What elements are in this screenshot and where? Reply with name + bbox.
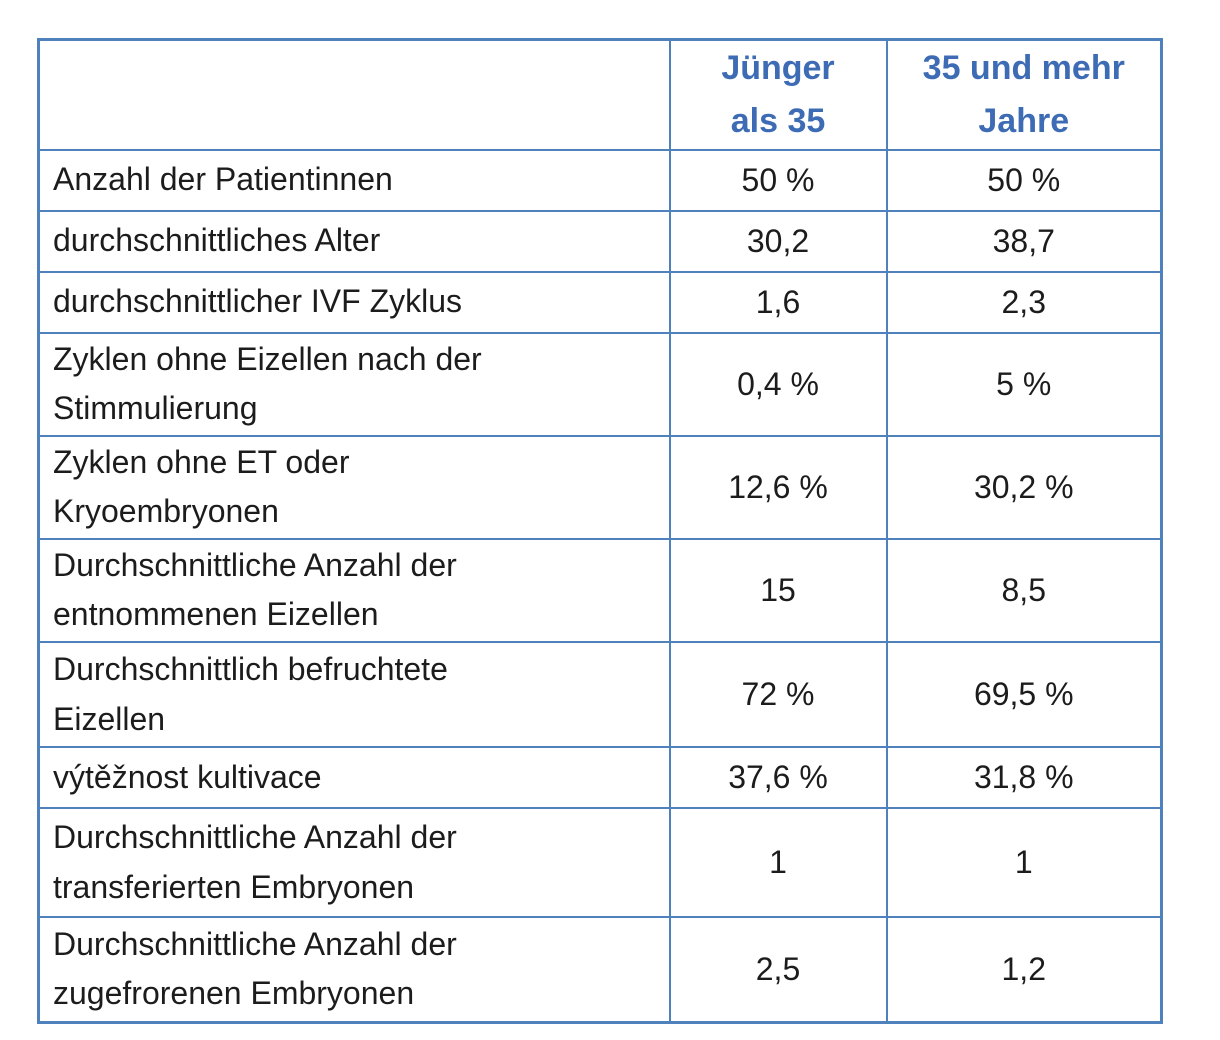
value-older: 8,5 [885,537,1163,644]
row-label: Zyklen ohne ET oder Kryoembryonen [37,434,671,540]
value-young: 72 % [668,641,888,749]
row-label: Zyklen ohne Eizellen nach der Stimmulier… [37,331,671,437]
value-young: 12,6 % [668,434,888,540]
header-cell-younger-than-35: Jünger als 35 [668,38,888,151]
value-older: 31,8 % [885,746,1163,810]
value-young: 1,6 [668,270,888,334]
header-cell-metric [37,38,671,151]
row-label: Durchschnittliche Anzahl der entnommenen… [37,537,671,644]
value-young: 37,6 % [668,746,888,810]
row-label: Durchschnittlich befruchtete Eizellen [37,641,671,749]
row-label: Durchschnittliche Anzahl der transferier… [37,807,671,919]
value-young: 1 [668,807,888,919]
header-cell-35-and-older: 35 und mehr Jahre [885,38,1163,151]
value-young: 50 % [668,148,888,212]
row-label: výtěžnost kultivace [37,746,671,810]
table-row-average-ivf-cycle: durchschnittlicher IVF Zyklus 1,6 2,3 [37,270,1163,334]
value-older: 5 % [885,331,1163,437]
table-row-average-age: durchschnittliches Alter 30,2 38,7 [37,209,1163,273]
ivf-statistics-table: Jünger als 35 35 und mehr Jahre Anzahl d… [37,38,1163,1024]
table-row-average-retrieved-oocytes: Durchschnittliche Anzahl der entnommenen… [37,537,1163,644]
row-label: Anzahl der Patientinnen [37,148,671,212]
value-older: 30,2 % [885,434,1163,540]
value-young: 15 [668,537,888,644]
value-older: 1,2 [885,916,1163,1024]
table-row-patients-count: Anzahl der Patientinnen 50 % 50 % [37,148,1163,212]
value-older: 69,5 % [885,641,1163,749]
value-older: 2,3 [885,270,1163,334]
row-label: durchschnittliches Alter [37,209,671,273]
row-label: durchschnittlicher IVF Zyklus [37,270,671,334]
table-row-average-transferred-embryos: Durchschnittliche Anzahl der transferier… [37,807,1163,919]
table-row-average-frozen-embryos: Durchschnittliche Anzahl der zugefrorene… [37,916,1163,1024]
value-young: 30,2 [668,209,888,273]
value-older: 38,7 [885,209,1163,273]
table-row-cycles-without-oocytes: Zyklen ohne Eizellen nach der Stimmulier… [37,331,1163,437]
value-young: 0,4 % [668,331,888,437]
row-label: Durchschnittliche Anzahl der zugefrorene… [37,916,671,1024]
table-header-row: Jünger als 35 35 und mehr Jahre [37,38,1163,151]
table-row-average-fertilized-oocytes: Durchschnittlich befruchtete Eizellen 72… [37,641,1163,749]
table-row-cycles-without-et: Zyklen ohne ET oder Kryoembryonen 12,6 %… [37,434,1163,540]
value-older: 50 % [885,148,1163,212]
table-row-culture-yield: výtěžnost kultivace 37,6 % 31,8 % [37,746,1163,810]
value-older: 1 [885,807,1163,919]
value-young: 2,5 [668,916,888,1024]
